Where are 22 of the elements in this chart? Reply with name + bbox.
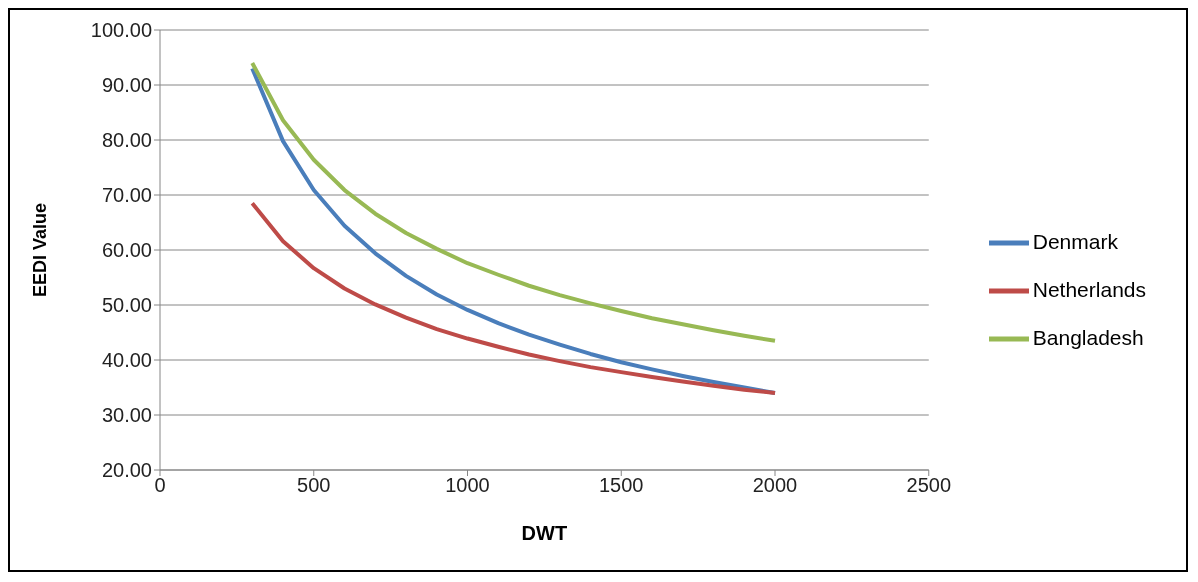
x-axis-title: DWT (521, 522, 568, 544)
y-tick-label: 100.00 (90, 19, 152, 42)
x-tick-label: 2000 (752, 474, 798, 497)
y-tick-label: 50.00 (101, 294, 152, 317)
y-tick-label: 70.00 (101, 184, 152, 207)
y-tick-label: 20.00 (101, 459, 152, 482)
x-tick-label: 500 (297, 474, 331, 497)
legend-label: Denmark (1032, 230, 1118, 253)
x-tick-label: 2500 (906, 474, 952, 497)
legend-label: Bangladesh (1032, 326, 1144, 349)
y-tick-label: 80.00 (101, 129, 152, 152)
y-tick-label: 90.00 (101, 74, 152, 97)
line-series (250, 61, 778, 343)
y-axis-title: EEDI Value (30, 202, 51, 298)
x-tick-label: 0 (154, 474, 166, 497)
x-tick-label: 1500 (599, 474, 644, 497)
y-tick-label: 30.00 (101, 404, 152, 427)
legend-label: Netherlands (1032, 278, 1146, 301)
y-tick-label: 60.00 (101, 239, 152, 262)
x-tick-label: 1000 (445, 474, 490, 497)
line-series (250, 201, 778, 395)
y-tick-label: 40.00 (101, 349, 152, 372)
